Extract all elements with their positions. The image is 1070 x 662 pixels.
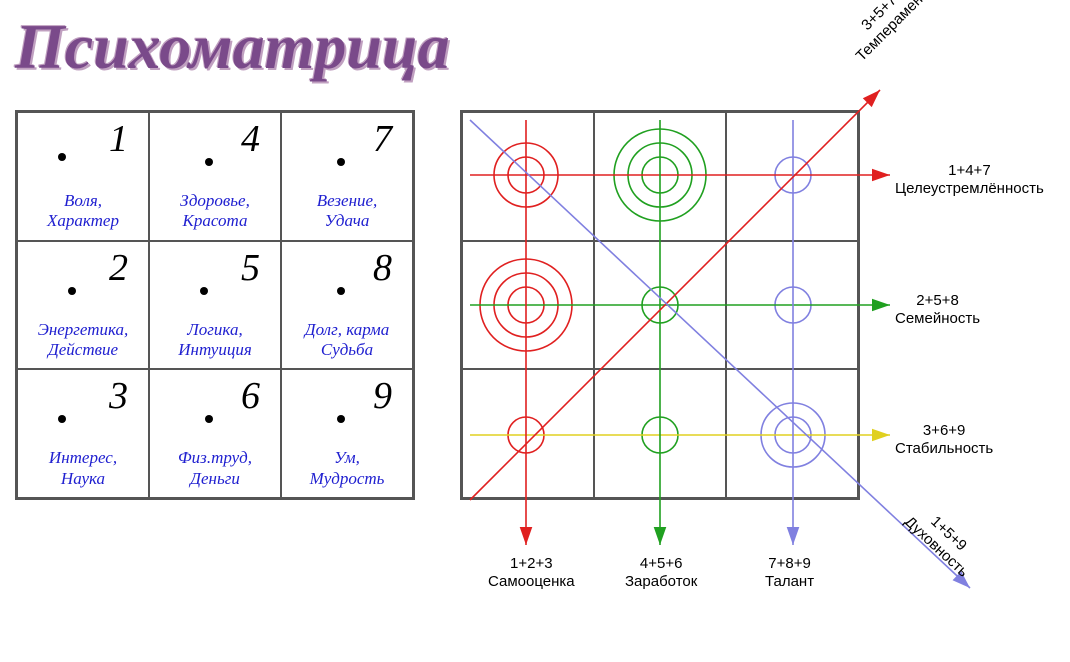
left-cell-7: 7 Везение, Удача (281, 112, 413, 241)
cell-number: 7 (373, 117, 392, 161)
right-cell-3 (726, 112, 858, 241)
right-cell-1 (462, 112, 594, 241)
left-matrix-grid: 1 Воля, Характер 4 Здоровье, Красота 7 Везени… (15, 110, 415, 500)
axis-label-diag-down: 1+5+9 Духовность (900, 500, 983, 581)
cell-dot (200, 287, 208, 295)
cell-label: Здоровье, Красота (180, 191, 250, 232)
left-cell-8: 8 Долг, карма Судьба (281, 241, 413, 370)
axis-label-diag-up: 3+5+7 Темперамент (840, 0, 932, 65)
cell-dot (58, 415, 66, 423)
axis-label-row2: 2+5+8 Семейность (895, 292, 980, 328)
cell-label: Логика, Интуиция (178, 320, 252, 361)
cell-dot (337, 158, 345, 166)
cell-number: 4 (241, 117, 260, 161)
left-cell-3: 3 Интерес, Наука (17, 369, 149, 498)
axis-label-col3: 7+8+9 Талант (765, 555, 814, 591)
cell-number: 8 (373, 246, 392, 290)
cell-label: Долг, карма Судьба (305, 320, 389, 361)
cell-dot (205, 415, 213, 423)
page-title: Психоматрица (15, 10, 450, 84)
right-matrix-grid (460, 110, 860, 500)
left-cell-9: 9 Ум, Мудрость (281, 369, 413, 498)
cell-dot (205, 158, 213, 166)
left-cell-5: 5 Логика, Интуиция (149, 241, 281, 370)
right-cell-4 (462, 241, 594, 370)
right-cell-2 (594, 112, 726, 241)
cell-number: 3 (109, 374, 128, 418)
cell-dot (58, 153, 66, 161)
axis-label-col2: 4+5+6 Заработок (625, 555, 697, 591)
axis-label-row1: 1+4+7 Целеустремлённость (895, 162, 1044, 198)
cell-label: Интерес, Наука (49, 448, 117, 489)
cell-number: 1 (109, 117, 128, 161)
cell-dot (337, 287, 345, 295)
left-cell-1: 1 Воля, Характер (17, 112, 149, 241)
cell-dot (337, 415, 345, 423)
right-cell-8 (594, 369, 726, 498)
right-cell-7 (462, 369, 594, 498)
axis-label-col1: 1+2+3 Самооценка (488, 555, 575, 591)
cell-label: Везение, Удача (317, 191, 378, 232)
cell-label: Физ.труд, Деньги (178, 448, 252, 489)
cell-number: 2 (109, 246, 128, 290)
cell-number: 6 (241, 374, 260, 418)
left-cell-4: 4 Здоровье, Красота (149, 112, 281, 241)
left-cell-2: 2 Энергетика, Действие (17, 241, 149, 370)
right-cell-5 (594, 241, 726, 370)
cell-label: Энергетика, Действие (38, 320, 129, 361)
cell-dot (68, 287, 76, 295)
right-cell-9 (726, 369, 858, 498)
cell-number: 9 (373, 374, 392, 418)
left-cell-6: 6 Физ.труд, Деньги (149, 369, 281, 498)
cell-label: Воля, Характер (47, 191, 119, 232)
cell-number: 5 (241, 246, 260, 290)
right-cell-6 (726, 241, 858, 370)
cell-label: Ум, Мудрость (310, 448, 385, 489)
axis-label-row3: 3+6+9 Стабильность (895, 422, 993, 458)
